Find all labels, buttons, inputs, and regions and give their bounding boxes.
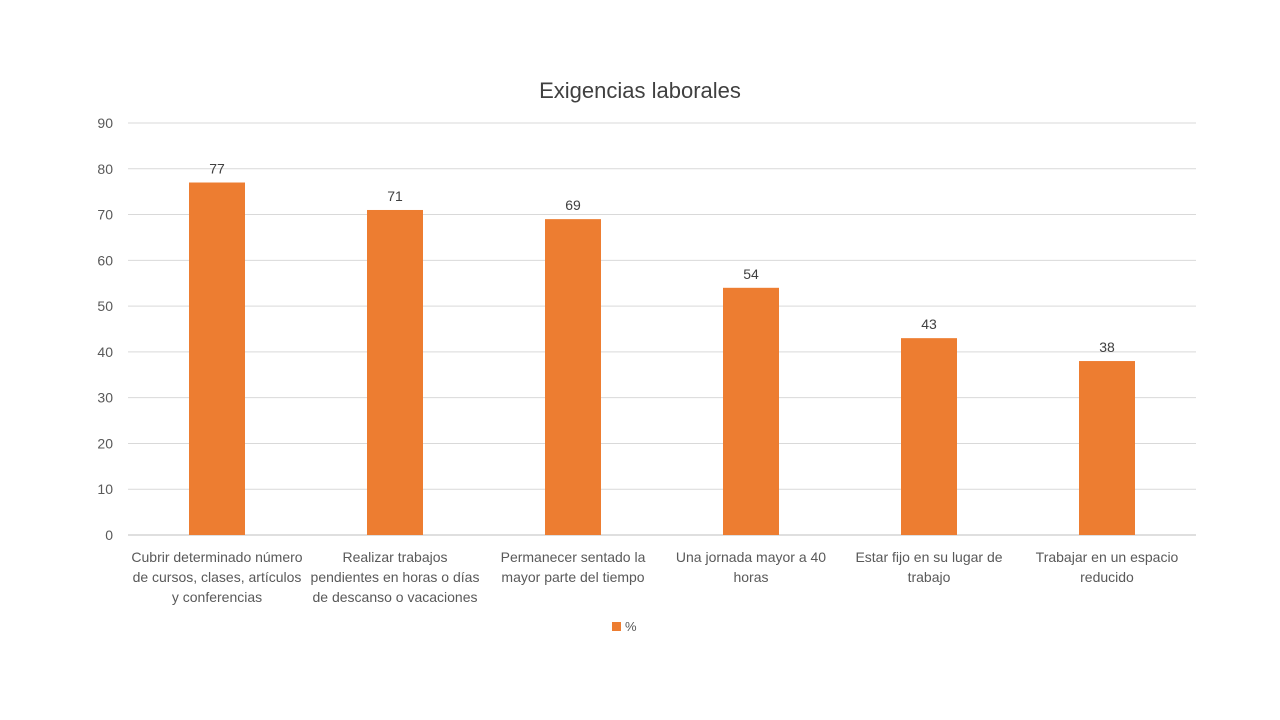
bar <box>189 182 245 535</box>
x-tick-label: Trabajar en un espacio reducido <box>1035 549 1179 585</box>
bar <box>723 287 779 535</box>
x-tick-label: Estar fijo en su lugar de trabajo <box>855 549 1003 585</box>
chart-title: Exigencias laborales <box>539 78 741 103</box>
y-tick-label: 30 <box>97 390 113 406</box>
y-tick-label: 40 <box>97 344 113 360</box>
legend-swatch <box>612 622 621 631</box>
x-tick-label: Realizar trabajos pendientes en horas o … <box>310 549 480 605</box>
bar <box>367 209 423 535</box>
x-tick-label: Cubrir determinado número de cursos, cla… <box>131 549 303 605</box>
x-tick-label: Permanecer sentado la mayor parte del ti… <box>500 549 646 585</box>
data-label: 77 <box>209 161 225 177</box>
data-label: 54 <box>743 266 759 282</box>
y-tick-label: 70 <box>97 207 113 223</box>
data-label: 38 <box>1099 339 1115 355</box>
data-label: 43 <box>921 316 937 332</box>
y-tick-label: 20 <box>97 435 113 451</box>
legend-label: % <box>625 619 637 634</box>
bar <box>545 219 601 535</box>
y-tick-label: 90 <box>97 115 113 131</box>
y-tick-label: 10 <box>97 481 113 497</box>
data-label: 69 <box>565 197 581 213</box>
legend: % <box>612 619 637 634</box>
y-tick-label: 0 <box>105 527 113 543</box>
y-tick-label: 50 <box>97 298 113 314</box>
data-label: 71 <box>387 188 403 204</box>
y-tick-label: 80 <box>97 161 113 177</box>
x-tick-label: Una jornada mayor a 40 horas <box>675 549 827 585</box>
y-tick-label: 60 <box>97 252 113 268</box>
bar <box>901 338 957 535</box>
bar <box>1079 361 1135 535</box>
